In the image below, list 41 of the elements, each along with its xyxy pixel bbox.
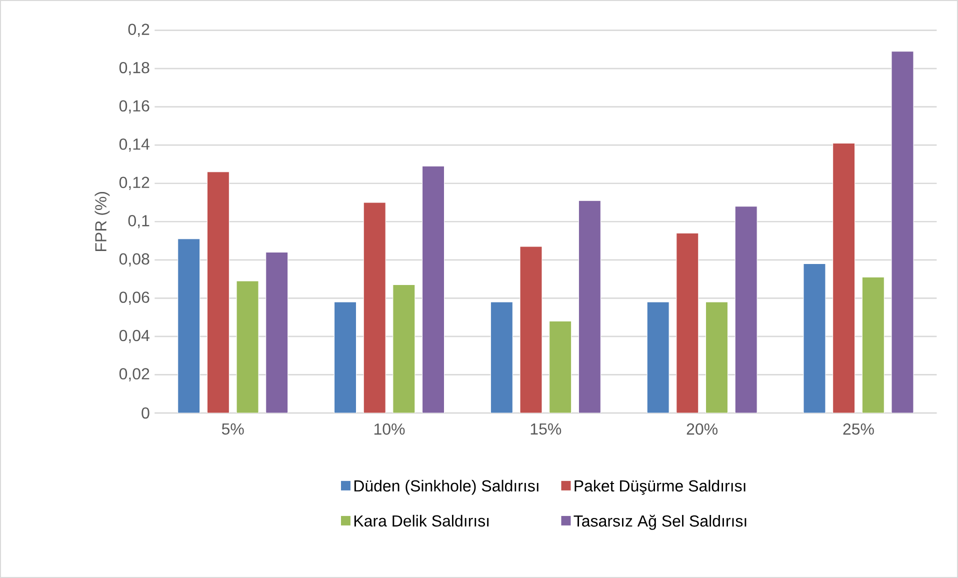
legend-label: Tasarsız Ağ Sel Saldırısı	[574, 514, 746, 530]
y-tick-label: 0,12	[119, 176, 150, 190]
bar	[334, 302, 357, 414]
bar	[862, 276, 884, 414]
y-tick-label: 0,2	[128, 24, 150, 37]
legend-label: Paket Düşürme Saldırısı	[574, 480, 746, 495]
y-tick-label: 0,18	[119, 62, 150, 76]
y-tick-label: 0	[142, 407, 150, 419]
bar	[578, 200, 601, 414]
bar	[520, 246, 542, 414]
x-tick-label: 15%	[530, 423, 562, 435]
y-tick-label: 0,02	[119, 368, 150, 382]
bar	[392, 284, 416, 414]
bar	[803, 263, 826, 414]
bar	[705, 302, 728, 414]
y-axis-title: FPR (%)	[94, 192, 110, 252]
bar	[363, 202, 386, 414]
x-tick-label: 20%	[686, 423, 718, 435]
bar	[178, 238, 200, 414]
x-tick-label: 10%	[374, 423, 405, 435]
y-tick-label: 0,06	[119, 292, 150, 305]
bar	[206, 172, 230, 414]
bar	[676, 232, 699, 414]
y-tick-label: 0,14	[119, 138, 150, 152]
x-tick-label: 5%	[222, 423, 244, 435]
y-tick-label: 0,08	[119, 253, 150, 267]
bar	[646, 302, 670, 414]
bar	[832, 142, 856, 414]
bar	[422, 166, 445, 414]
bar	[891, 51, 914, 414]
y-tick-label: 0,04	[119, 330, 150, 344]
bar	[266, 252, 288, 414]
y-tick-label: 0,16	[119, 100, 150, 114]
bar	[734, 206, 758, 414]
y-tick-label: 0,1	[128, 215, 150, 228]
legend-label: Düden (Sinkhole) Saldırısı	[354, 480, 538, 495]
bar	[490, 302, 513, 414]
bar	[549, 320, 572, 414]
x-tick-label: 25%	[843, 423, 874, 435]
bar	[236, 280, 259, 414]
legend-label: Kara Delik Saldırısı	[354, 514, 489, 527]
